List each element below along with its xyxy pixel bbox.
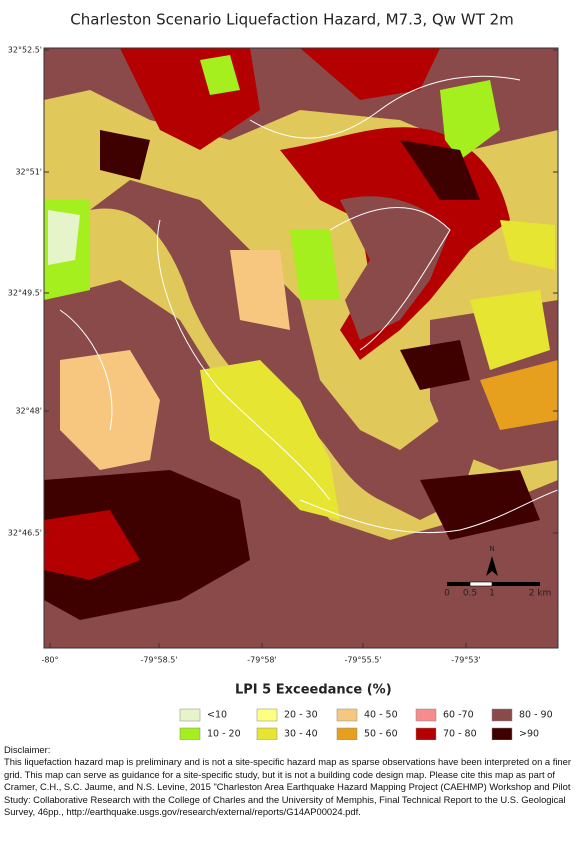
legend-label: 80 - 90 xyxy=(519,710,553,721)
scale-label: 0 xyxy=(444,589,450,599)
map-frame xyxy=(43,47,559,649)
legend-label: 50 - 60 xyxy=(364,729,398,740)
latitude-label: 32°52.5' xyxy=(8,46,42,55)
latitude-label: 32°49.5' xyxy=(8,289,42,298)
legend-label: >90 xyxy=(519,729,539,740)
legend-label: 60 -70 xyxy=(443,710,474,721)
map-figure: Charleston Scenario Liquefaction Hazard,… xyxy=(8,11,559,740)
legend-label: 70 - 80 xyxy=(443,729,477,740)
disclaimer: Disclaimer: This liquefaction hazard map… xyxy=(4,744,576,818)
legend-swatch xyxy=(256,708,278,722)
legend-swatch xyxy=(491,727,513,740)
legend-swatch xyxy=(336,708,358,722)
legend-swatch xyxy=(336,727,358,740)
legend-label: 40 - 50 xyxy=(364,710,398,721)
legend-label: <10 xyxy=(207,710,227,721)
legend-swatch xyxy=(415,708,437,722)
scale-label: 2 km xyxy=(529,589,552,599)
disclaimer-heading: Disclaimer: xyxy=(4,744,51,755)
longitude-label: -80° xyxy=(41,656,58,665)
scale-label: 0.5 xyxy=(463,589,477,599)
legend-label: 20 - 30 xyxy=(284,710,318,721)
legend-swatch xyxy=(179,708,201,722)
longitude-label: -79°58.5' xyxy=(140,656,177,665)
legend-label: 10 - 20 xyxy=(207,729,241,740)
legend-swatch xyxy=(415,727,437,740)
scale-bar xyxy=(447,581,540,587)
north-arrow xyxy=(486,556,498,576)
disclaimer-text: This liquefaction hazard map is prelimin… xyxy=(4,756,571,818)
legend-swatch xyxy=(179,727,201,740)
latitude-label: 32°46.5' xyxy=(8,529,42,538)
legend-title: LPI 5 Exceedance (%) xyxy=(235,683,392,698)
legend-swatch xyxy=(491,708,513,722)
map-area xyxy=(44,48,558,648)
longitude-label: -79°53' xyxy=(451,656,480,665)
map-title: Charleston Scenario Liquefaction Hazard,… xyxy=(70,11,513,29)
legend-label: 30 - 40 xyxy=(284,729,318,740)
longitude-label: -79°58' xyxy=(247,656,276,665)
north-label: N xyxy=(489,545,494,553)
legend-swatch xyxy=(256,727,278,740)
longitude-label: -79°55.5' xyxy=(344,656,381,665)
scale-label: 1 xyxy=(489,589,495,599)
latitude-label: 32°48' xyxy=(15,407,42,416)
latitude-label: 32°51' xyxy=(15,168,42,177)
